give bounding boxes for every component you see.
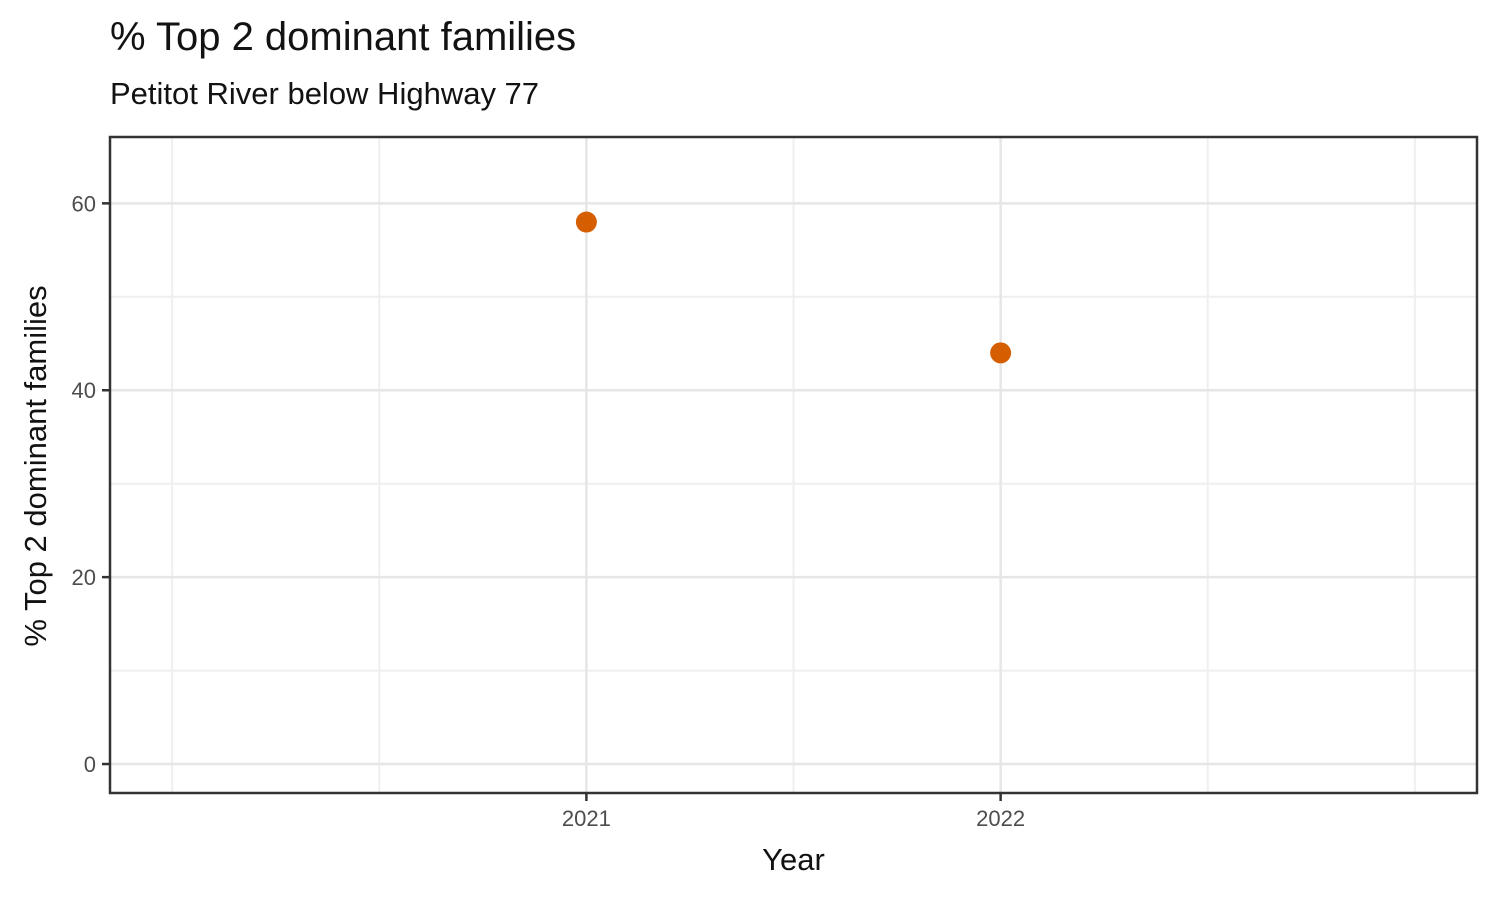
- chart-title: % Top 2 dominant families: [110, 15, 577, 59]
- y-tick-label: 20: [72, 565, 96, 590]
- x-axis-title: Year: [762, 842, 825, 877]
- chart-subtitle: Petitot River below Highway 77: [110, 76, 540, 111]
- x-tick-label: 2021: [562, 806, 611, 831]
- x-tick-label: 2022: [976, 806, 1025, 831]
- panel-border: [108, 135, 1479, 795]
- y-tick-label: 60: [72, 191, 96, 216]
- y-tick-label: 40: [72, 378, 96, 403]
- data-point: [575, 211, 597, 233]
- data-point: [990, 342, 1012, 364]
- y-tick-label: 0: [84, 752, 96, 777]
